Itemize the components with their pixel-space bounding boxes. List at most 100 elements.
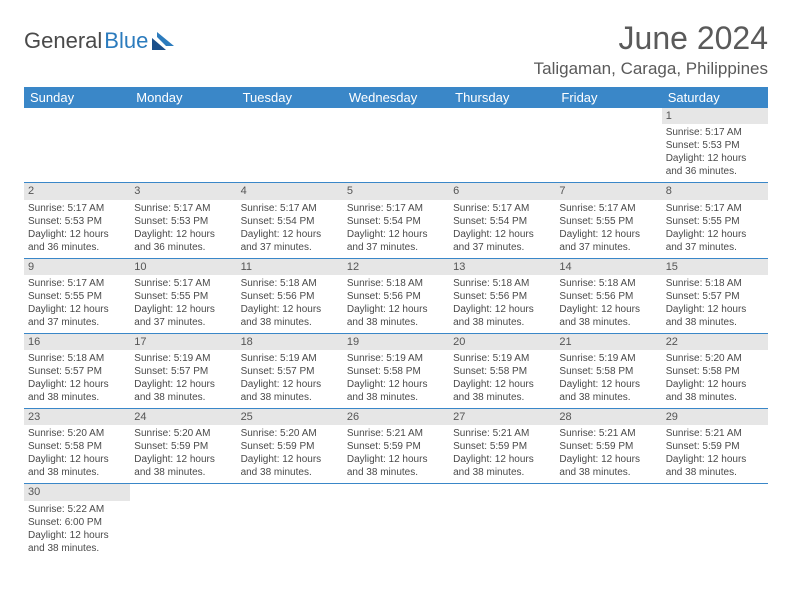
day-detail-line: and 37 minutes.	[559, 241, 657, 254]
day-detail-line: and 38 minutes.	[666, 316, 764, 329]
day-details: Sunrise: 5:21 AMSunset: 5:59 PMDaylight:…	[347, 427, 445, 479]
day-number: 13	[449, 259, 555, 275]
day-header: Friday	[555, 87, 661, 108]
day-detail-line: and 38 minutes.	[453, 391, 551, 404]
day-detail-line: Sunrise: 5:20 AM	[28, 427, 126, 440]
day-detail-line: Sunset: 5:59 PM	[453, 440, 551, 453]
day-detail-line: Daylight: 12 hours	[134, 228, 232, 241]
day-details: Sunrise: 5:19 AMSunset: 5:58 PMDaylight:…	[347, 352, 445, 404]
day-detail-line: Sunset: 5:54 PM	[241, 215, 339, 228]
calendar-day-cell	[555, 484, 661, 559]
day-number: 6	[449, 183, 555, 199]
day-detail-line: Sunrise: 5:21 AM	[347, 427, 445, 440]
day-detail-line: and 38 minutes.	[241, 466, 339, 479]
day-detail-line: Sunrise: 5:18 AM	[347, 277, 445, 290]
calendar-day-cell	[555, 108, 661, 183]
calendar-day-cell: 17Sunrise: 5:19 AMSunset: 5:57 PMDayligh…	[130, 333, 236, 408]
day-detail-line: Sunrise: 5:17 AM	[347, 202, 445, 215]
day-detail-line: Sunrise: 5:17 AM	[28, 202, 126, 215]
day-details: Sunrise: 5:21 AMSunset: 5:59 PMDaylight:…	[559, 427, 657, 479]
day-detail-line: Sunrise: 5:17 AM	[134, 202, 232, 215]
calendar-day-cell: 30Sunrise: 5:22 AMSunset: 6:00 PMDayligh…	[24, 484, 130, 559]
logo-text-1: General	[24, 28, 102, 54]
day-detail-line: Daylight: 12 hours	[347, 228, 445, 241]
day-header: Tuesday	[237, 87, 343, 108]
day-detail-line: Daylight: 12 hours	[241, 303, 339, 316]
calendar-week-row: 16Sunrise: 5:18 AMSunset: 5:57 PMDayligh…	[24, 333, 768, 408]
day-detail-line: Daylight: 12 hours	[666, 453, 764, 466]
day-detail-line: Daylight: 12 hours	[28, 378, 126, 391]
calendar-day-cell	[449, 484, 555, 559]
day-detail-line: Sunset: 5:54 PM	[347, 215, 445, 228]
day-details: Sunrise: 5:21 AMSunset: 5:59 PMDaylight:…	[666, 427, 764, 479]
day-number: 29	[662, 409, 768, 425]
day-detail-line: Sunrise: 5:18 AM	[241, 277, 339, 290]
day-detail-line: Sunrise: 5:17 AM	[453, 202, 551, 215]
day-details: Sunrise: 5:18 AMSunset: 5:57 PMDaylight:…	[666, 277, 764, 329]
calendar-day-cell: 26 Sunrise: 5:21 AMSunset: 5:59 PMDayligh…	[343, 409, 449, 484]
day-details: Sunrise: 5:17 AMSunset: 5:55 PMDaylight:…	[134, 277, 232, 329]
day-number: 18	[237, 334, 343, 350]
calendar-day-cell: 29 Sunrise: 5:21 AMSunset: 5:59 PMDayligh…	[662, 409, 768, 484]
location: Taligaman, Caraga, Philippines	[534, 59, 768, 79]
day-detail-line: Daylight: 12 hours	[28, 529, 126, 542]
day-detail-line: Daylight: 12 hours	[666, 378, 764, 391]
day-detail-line: Daylight: 12 hours	[28, 453, 126, 466]
calendar-week-row: 1Sunrise: 5:17 AMSunset: 5:53 PMDaylight…	[24, 108, 768, 183]
day-detail-line: Sunset: 5:56 PM	[453, 290, 551, 303]
calendar-day-cell: 14Sunrise: 5:18 AMSunset: 5:56 PMDayligh…	[555, 258, 661, 333]
calendar-day-cell	[662, 484, 768, 559]
day-detail-line: and 38 minutes.	[241, 316, 339, 329]
calendar-day-cell	[237, 484, 343, 559]
day-detail-line: Sunrise: 5:17 AM	[559, 202, 657, 215]
calendar-day-cell	[130, 484, 236, 559]
day-detail-line: Sunset: 5:59 PM	[347, 440, 445, 453]
day-detail-line: Sunrise: 5:19 AM	[453, 352, 551, 365]
day-details: Sunrise: 5:17 AMSunset: 5:54 PMDaylight:…	[453, 202, 551, 254]
day-detail-line: and 37 minutes.	[666, 241, 764, 254]
day-detail-line: Sunrise: 5:18 AM	[666, 277, 764, 290]
day-details: Sunrise: 5:19 AMSunset: 5:58 PMDaylight:…	[453, 352, 551, 404]
day-detail-line: Daylight: 12 hours	[28, 228, 126, 241]
day-detail-line: Daylight: 12 hours	[559, 453, 657, 466]
day-detail-line: Sunset: 5:58 PM	[666, 365, 764, 378]
day-number: 21	[555, 334, 661, 350]
day-detail-line: Sunset: 5:59 PM	[559, 440, 657, 453]
day-detail-line: Sunset: 5:55 PM	[559, 215, 657, 228]
calendar-day-cell: 19Sunrise: 5:19 AMSunset: 5:58 PMDayligh…	[343, 333, 449, 408]
day-header-row: Sunday Monday Tuesday Wednesday Thursday…	[24, 87, 768, 108]
day-number: 23	[24, 409, 130, 425]
day-detail-line: Sunrise: 5:17 AM	[241, 202, 339, 215]
calendar-day-cell: 9Sunrise: 5:17 AMSunset: 5:55 PMDaylight…	[24, 258, 130, 333]
day-detail-line: Sunrise: 5:18 AM	[453, 277, 551, 290]
day-details: Sunrise: 5:22 AMSunset: 6:00 PMDaylight:…	[28, 503, 126, 555]
day-detail-line: and 38 minutes.	[241, 391, 339, 404]
day-number: 26	[343, 409, 449, 425]
calendar-week-row: 9Sunrise: 5:17 AMSunset: 5:55 PMDaylight…	[24, 258, 768, 333]
calendar-day-cell	[449, 108, 555, 183]
calendar-day-cell: 13Sunrise: 5:18 AMSunset: 5:56 PMDayligh…	[449, 258, 555, 333]
day-detail-line: Sunrise: 5:20 AM	[666, 352, 764, 365]
day-detail-line: Daylight: 12 hours	[666, 228, 764, 241]
day-detail-line: Daylight: 12 hours	[241, 228, 339, 241]
logo: GeneralBlue	[24, 20, 178, 54]
day-detail-line: Daylight: 12 hours	[559, 378, 657, 391]
calendar-day-cell	[130, 108, 236, 183]
calendar-day-cell	[343, 484, 449, 559]
day-details: Sunrise: 5:18 AMSunset: 5:56 PMDaylight:…	[559, 277, 657, 329]
day-detail-line: Daylight: 12 hours	[453, 378, 551, 391]
day-detail-line: and 38 minutes.	[559, 316, 657, 329]
day-detail-line: and 37 minutes.	[28, 316, 126, 329]
day-detail-line: Daylight: 12 hours	[241, 378, 339, 391]
day-detail-line: Sunset: 5:58 PM	[559, 365, 657, 378]
calendar-day-cell: 16Sunrise: 5:18 AMSunset: 5:57 PMDayligh…	[24, 333, 130, 408]
day-detail-line: Sunset: 5:56 PM	[347, 290, 445, 303]
calendar-day-cell: 12Sunrise: 5:18 AMSunset: 5:56 PMDayligh…	[343, 258, 449, 333]
day-detail-line: and 38 minutes.	[347, 316, 445, 329]
day-detail-line: Sunrise: 5:17 AM	[134, 277, 232, 290]
day-detail-line: Sunset: 6:00 PM	[28, 516, 126, 529]
day-detail-line: Sunrise: 5:20 AM	[134, 427, 232, 440]
day-header: Wednesday	[343, 87, 449, 108]
calendar-body: 1Sunrise: 5:17 AMSunset: 5:53 PMDaylight…	[24, 108, 768, 559]
day-details: Sunrise: 5:20 AMSunset: 5:58 PMDaylight:…	[666, 352, 764, 404]
